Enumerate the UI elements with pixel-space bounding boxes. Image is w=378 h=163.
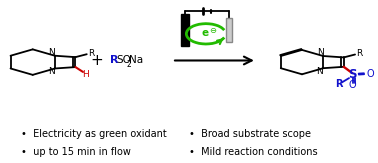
- Text: N: N: [48, 67, 54, 76]
- Text: R: R: [110, 55, 118, 66]
- Text: 2: 2: [126, 59, 131, 69]
- Text: R: R: [356, 49, 363, 58]
- Text: O: O: [366, 69, 374, 79]
- Text: ⊖: ⊖: [209, 26, 216, 35]
- Text: +: +: [90, 53, 103, 68]
- Bar: [226, 18, 232, 42]
- Text: e: e: [201, 28, 209, 38]
- Text: SO: SO: [117, 55, 132, 66]
- Text: N: N: [48, 48, 55, 57]
- Text: •  up to 15 min in flow: • up to 15 min in flow: [22, 147, 131, 157]
- Bar: [181, 14, 189, 46]
- Text: Na: Na: [129, 55, 143, 66]
- Text: H: H: [83, 70, 89, 79]
- Text: N: N: [316, 67, 323, 76]
- Text: S: S: [349, 68, 357, 81]
- Text: •  Electricity as green oxidant: • Electricity as green oxidant: [22, 129, 167, 139]
- Text: R: R: [335, 79, 342, 89]
- Text: •  Broad substrate scope: • Broad substrate scope: [189, 129, 311, 139]
- Text: O: O: [349, 80, 356, 90]
- Text: N: N: [317, 48, 324, 57]
- Text: •  Mild reaction conditions: • Mild reaction conditions: [189, 147, 318, 157]
- Text: R: R: [88, 49, 94, 58]
